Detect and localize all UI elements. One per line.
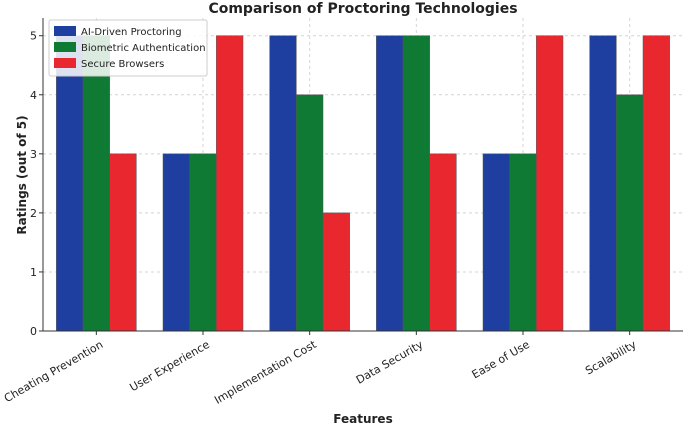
y-axis-title: Ratings (out of 5) (15, 115, 29, 234)
x-tick-label: Scalability (583, 338, 639, 378)
bar (616, 94, 644, 332)
legend-label: Biometric Authentication (81, 43, 206, 54)
bar (216, 35, 244, 332)
x-tick-label: Implementation Cost (212, 338, 319, 407)
x-tick-label: Cheating Prevention (2, 338, 105, 405)
x-tick-label: Ease of Use (470, 338, 532, 382)
legend-box (48, 19, 208, 77)
y-tick-label: 0 (30, 325, 37, 338)
x-axis-title: Features (333, 412, 392, 425)
bar (109, 153, 137, 332)
chart-title: Comparison of Proctoring Technologies (208, 1, 517, 17)
y-tick-label: 4 (30, 89, 37, 102)
bar (82, 35, 110, 332)
y-tick-label: 2 (30, 207, 37, 220)
bar (536, 35, 564, 332)
bar (402, 35, 430, 332)
bar (429, 153, 457, 332)
bar (482, 153, 510, 332)
legend-swatch (54, 58, 76, 68)
bar (509, 153, 537, 332)
y-tick-label: 3 (30, 148, 37, 161)
x-tick-labels: Cheating Prevention User Experience Implem… (2, 331, 639, 407)
bars (56, 35, 670, 332)
bar (269, 35, 297, 332)
bar (642, 35, 670, 332)
legend-swatch (54, 26, 76, 36)
legend-label: Secure Browsers (81, 59, 164, 70)
x-tick-label: User Experience (128, 338, 213, 394)
bar (376, 35, 404, 332)
bar (322, 212, 350, 332)
y-tick-labels: 0 1 2 3 4 5 (30, 30, 43, 338)
bar (162, 153, 190, 332)
bar (189, 153, 217, 332)
y-tick-label: 1 (30, 266, 37, 279)
legend: AI-Driven Proctoring Biometric Authentica… (48, 19, 208, 77)
x-tick-label: Data Security (354, 338, 426, 387)
legend-swatch (54, 42, 76, 52)
bar (589, 35, 617, 332)
bar (56, 35, 84, 332)
y-tick-label: 5 (30, 30, 37, 43)
bar (296, 94, 324, 332)
legend-label: AI-Driven Proctoring (81, 27, 182, 38)
